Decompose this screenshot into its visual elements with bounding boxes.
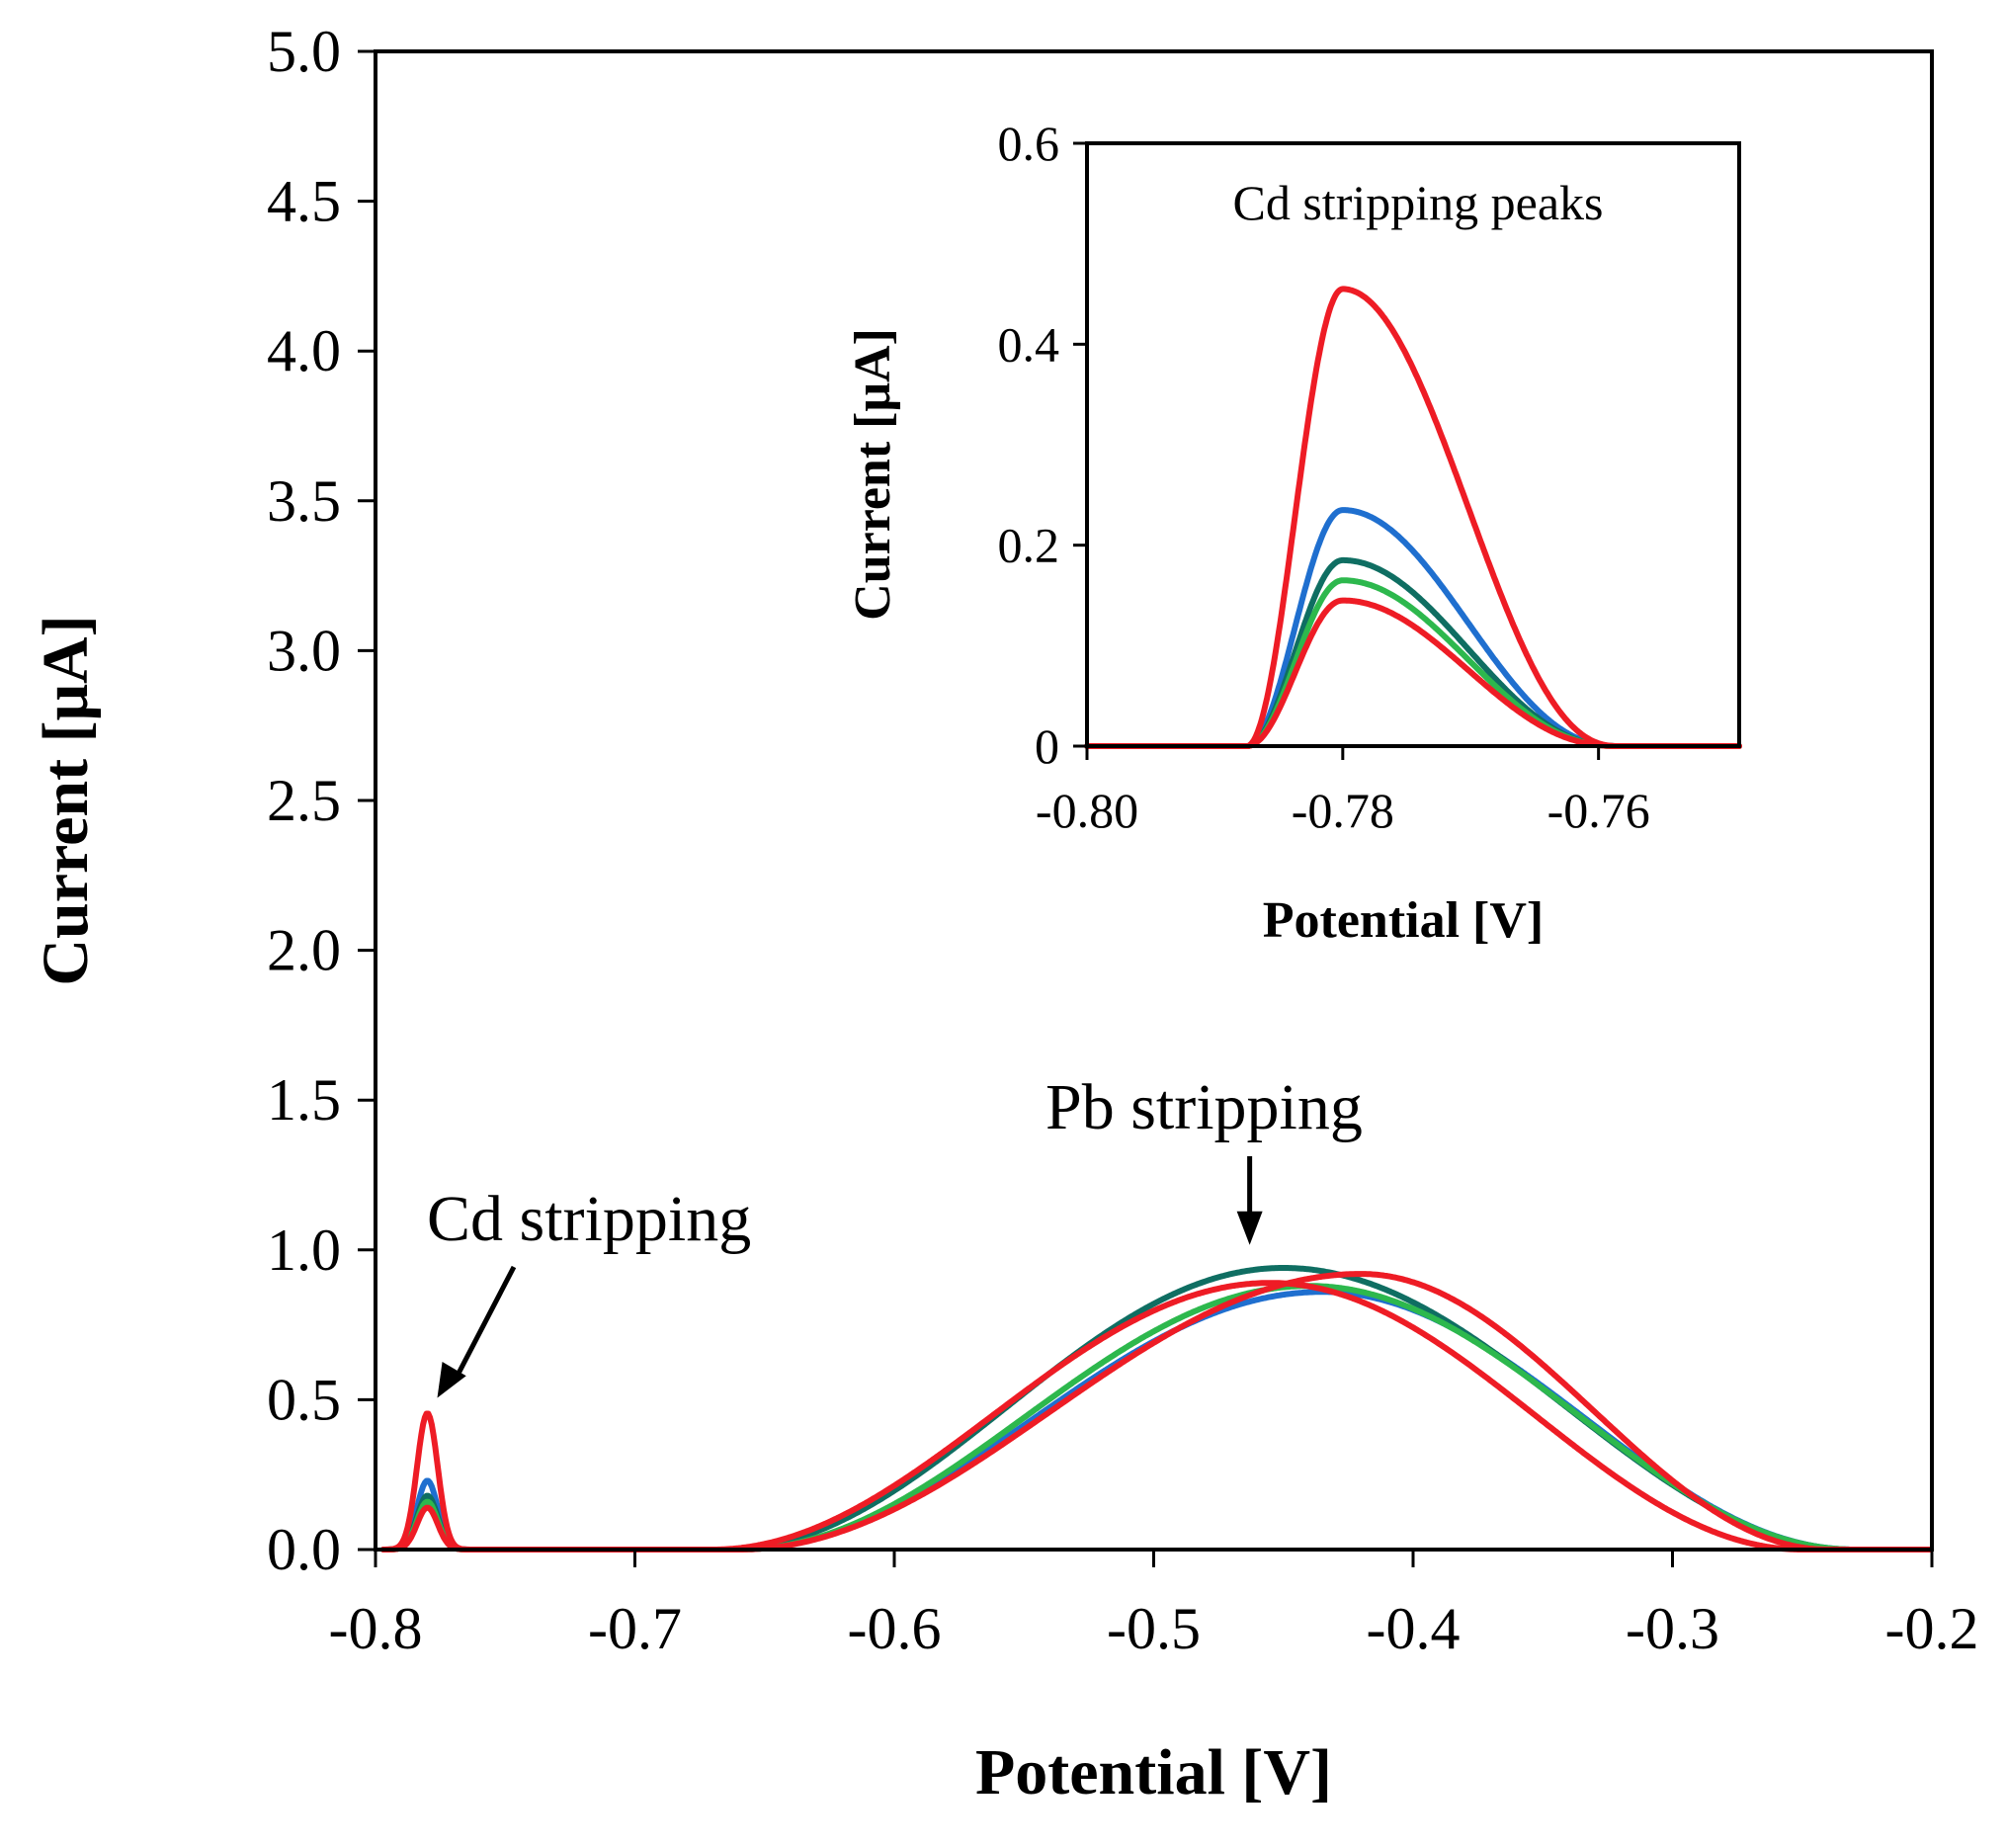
main-series-group	[379, 1265, 1935, 1553]
main-y-tick-label: 5.0	[267, 19, 341, 84]
main-x-axis: -0.8 -0.7 -0.6 -0.5 -0.4 -0.3 -0.2	[329, 1550, 1979, 1661]
main-series-4-line	[379, 1271, 1935, 1553]
main-y-tick-label: 2.5	[267, 768, 341, 833]
inset-y-tick-label: 0.6	[998, 116, 1060, 171]
main-series-5-line	[379, 1280, 1935, 1553]
pb-arrow-head	[1236, 1211, 1263, 1245]
annotations-group: Cd stripping Pb stripping	[427, 1071, 1363, 1398]
inset-x-axis-title: Potential [V]	[1263, 892, 1544, 949]
main-y-axis: 0.0 0.5 1.0 1.5 2.0 2.5 3.0 3.5 4.0 4.5 5.0	[267, 19, 376, 1582]
main-y-tick-label: 4.0	[267, 318, 341, 383]
inset-x-axis: -0.80 -0.78 -0.76	[1036, 746, 1650, 838]
main-y-tick-label: 1.0	[267, 1218, 341, 1283]
main-x-tick-label: -0.8	[329, 1596, 423, 1661]
pb-stripping-annotation: Pb stripping	[1045, 1071, 1363, 1143]
inset-y-axis-title: Current [μA]	[845, 328, 901, 621]
inset-x-tick-label: -0.78	[1292, 783, 1394, 838]
main-series-3-line	[379, 1283, 1935, 1553]
cd-arrow-head	[437, 1362, 466, 1398]
main-x-tick-label: -0.7	[588, 1596, 682, 1661]
main-y-tick-label: 3.5	[267, 468, 341, 534]
main-x-tick-label: -0.2	[1885, 1596, 1979, 1661]
main-y-tick-label: 2.0	[267, 918, 341, 983]
main-x-axis-title: Potential [V]	[975, 1736, 1332, 1808]
inset-chart: 0 0.2 0.4 0.6 -0.80 -0.78 -0.76 Cd stripping …	[845, 116, 1742, 949]
main-y-tick-label: 4.5	[267, 169, 341, 234]
main-x-tick-label: -0.5	[1107, 1596, 1201, 1661]
inset-x-tick-label: -0.80	[1036, 783, 1138, 838]
main-y-axis-title: Current [μA]	[30, 615, 102, 985]
inset-plot-frame	[1085, 141, 1741, 748]
main-x-tick-label: -0.3	[1626, 1596, 1719, 1661]
main-y-tick-label: 1.5	[267, 1067, 341, 1133]
inset-y-tick-label: 0.2	[998, 518, 1060, 573]
cd-stripping-annotation: Cd stripping	[427, 1183, 751, 1255]
inset-title: Cd stripping peaks	[1233, 175, 1604, 230]
inset-y-axis: 0 0.2 0.4 0.6	[998, 116, 1087, 774]
inset-y-tick-label: 0.4	[998, 316, 1060, 372]
main-y-tick-label: 0.5	[267, 1367, 341, 1432]
main-y-tick-label: 3.0	[267, 618, 341, 683]
inset-y-tick-label: 0	[1035, 718, 1059, 774]
main-x-tick-label: -0.6	[848, 1596, 942, 1661]
inset-background	[1087, 143, 1739, 746]
main-y-tick-label: 0.0	[267, 1517, 341, 1582]
cd-arrow-line	[453, 1265, 517, 1382]
main-x-tick-label: -0.4	[1367, 1596, 1461, 1661]
inset-x-tick-label: -0.76	[1547, 783, 1650, 838]
